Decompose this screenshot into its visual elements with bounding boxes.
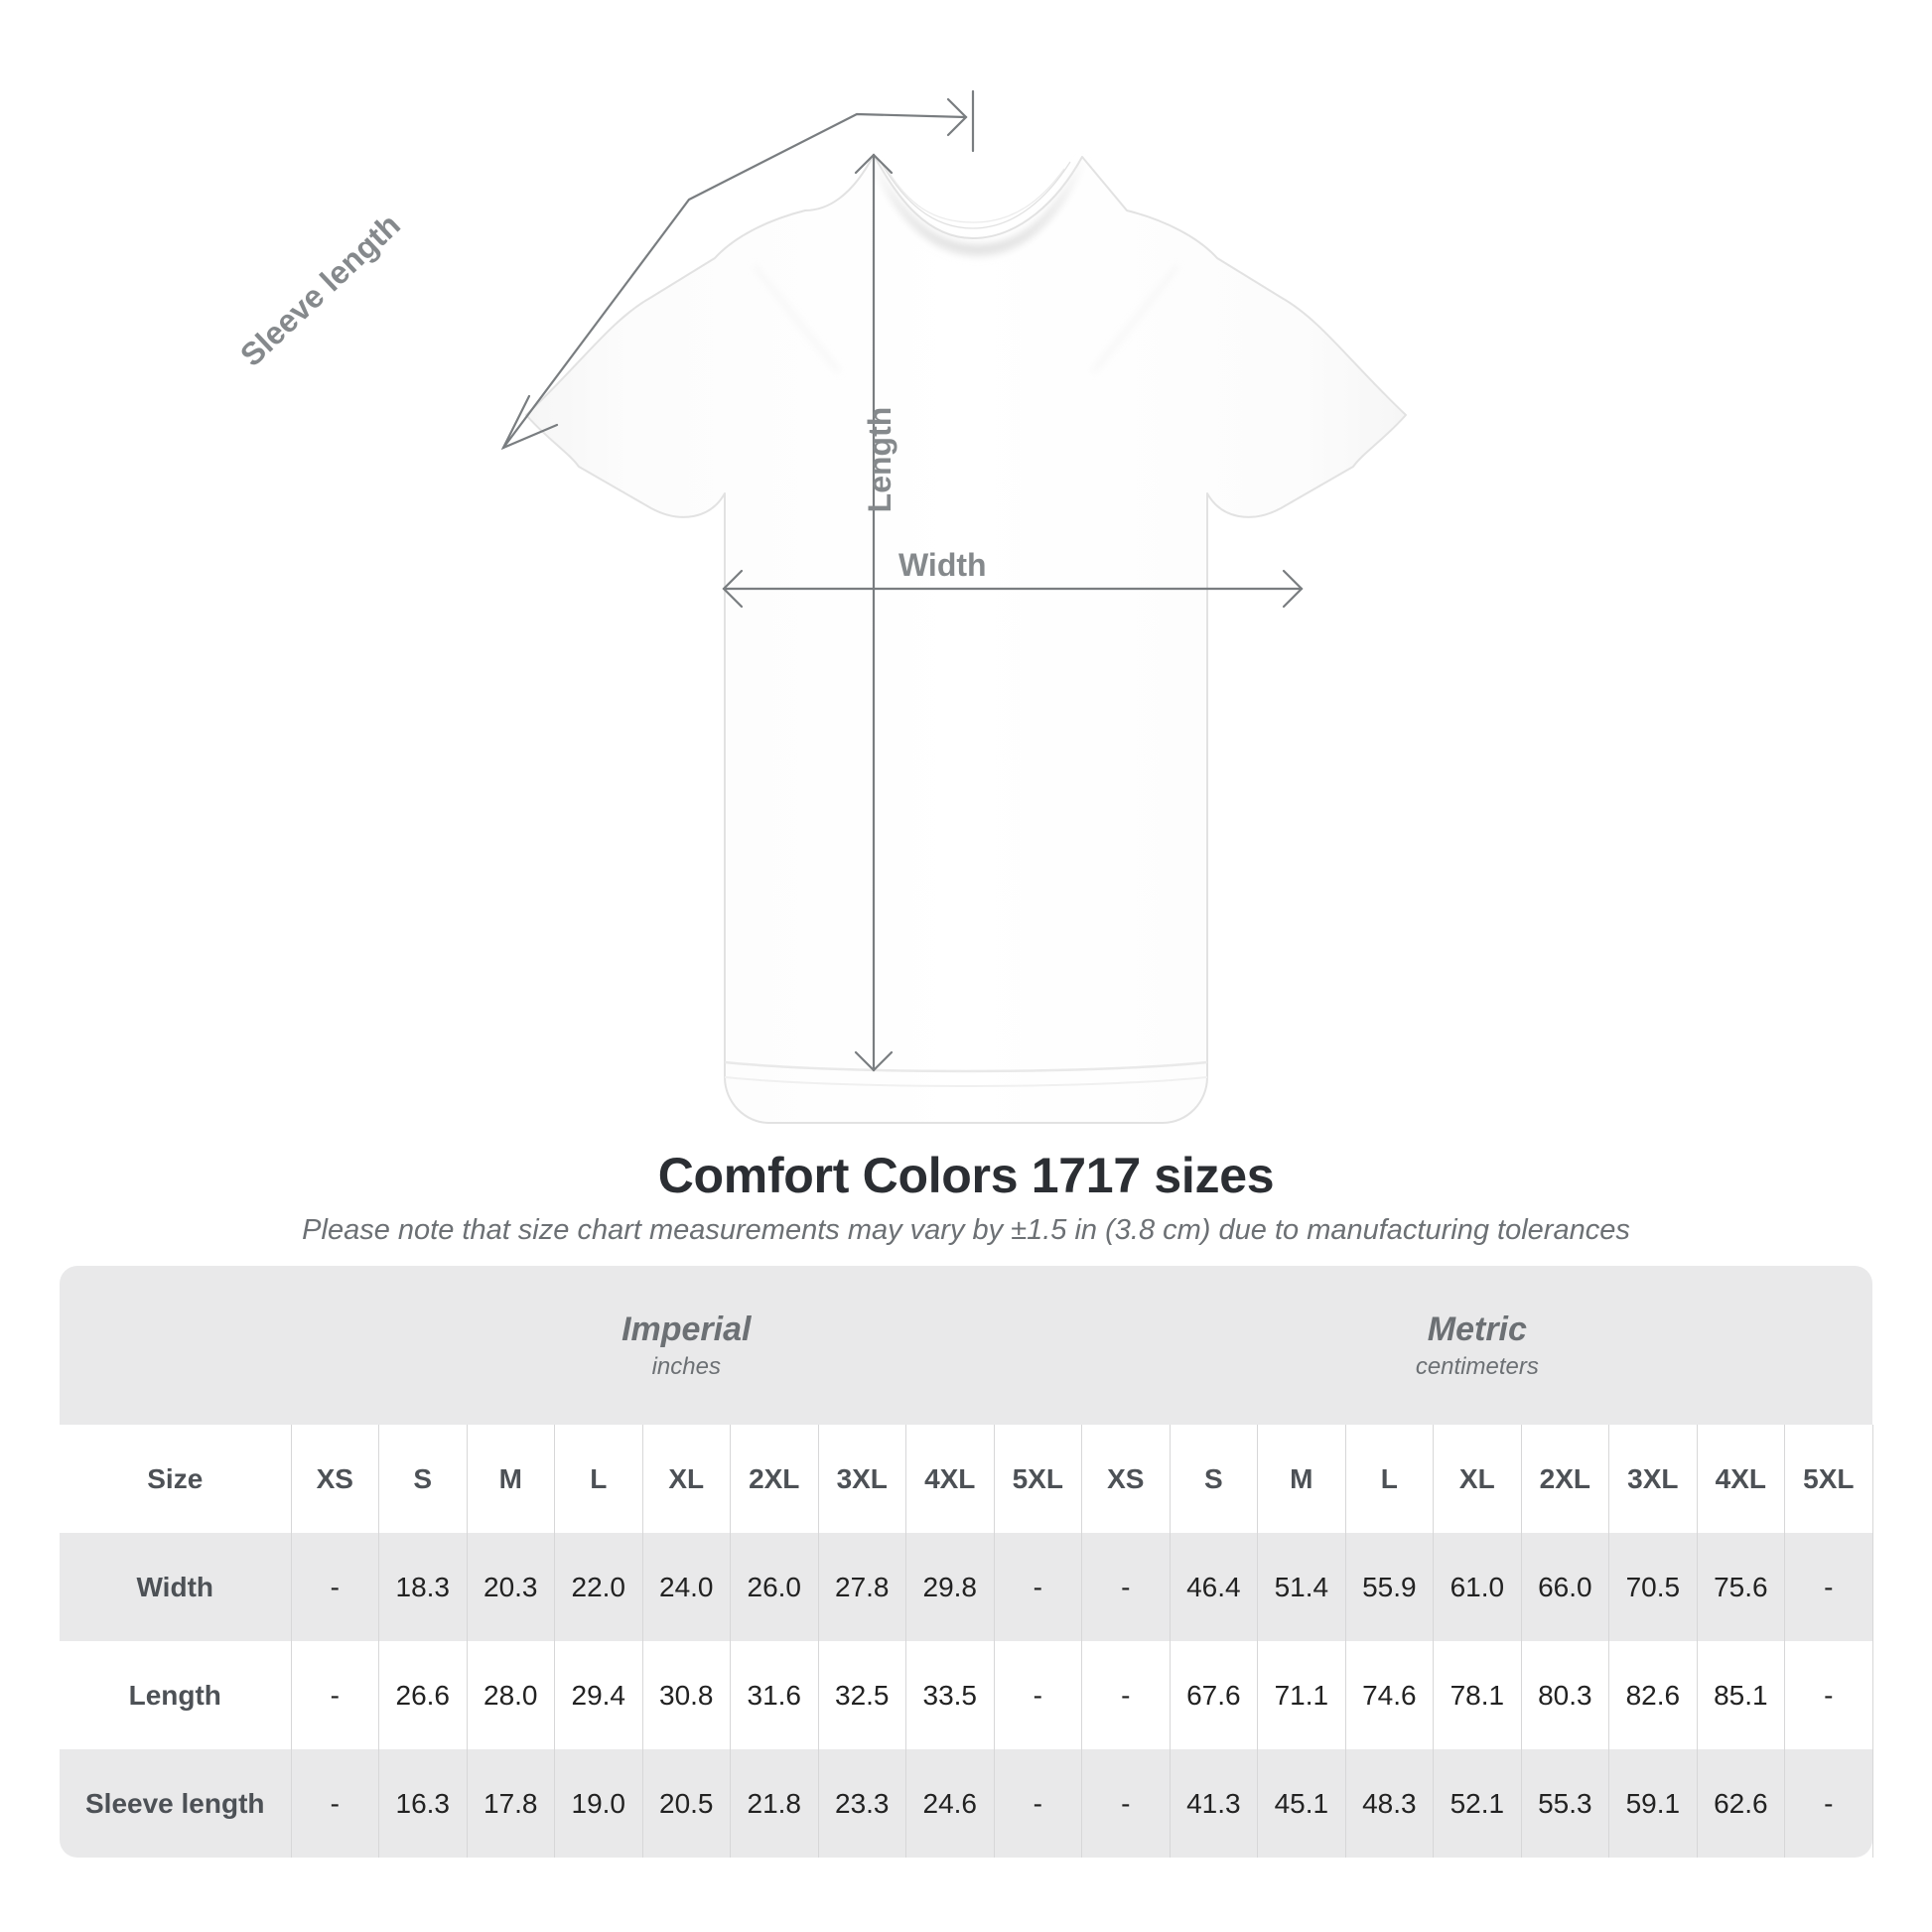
svg-text:Width: Width bbox=[898, 547, 987, 583]
svg-text:Length: Length bbox=[862, 407, 897, 513]
svg-text:Sleeve length: Sleeve length bbox=[233, 207, 407, 373]
